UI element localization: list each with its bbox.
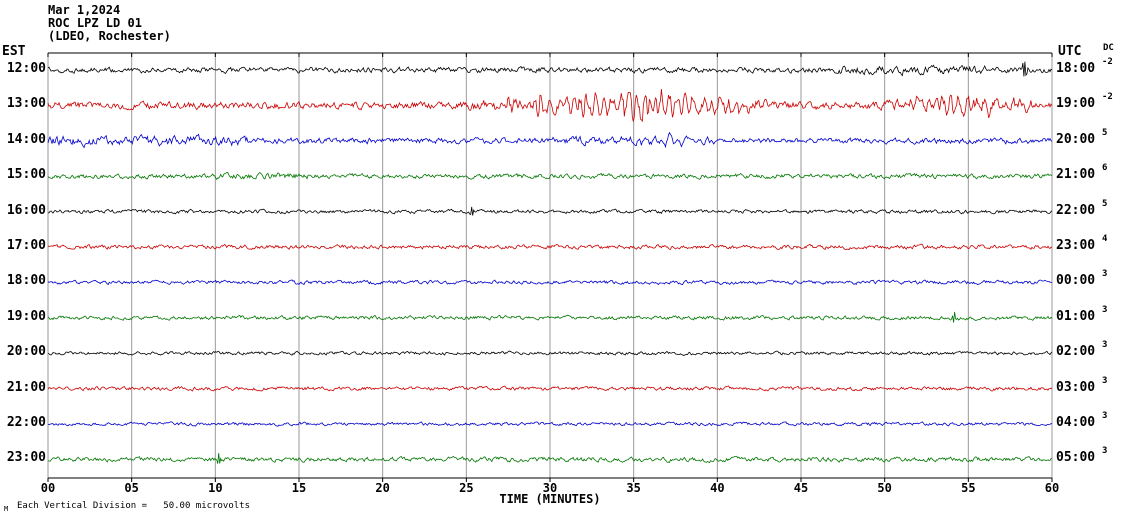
left-axis-label: EST [2, 44, 26, 59]
est-time-label: 19:00 [6, 308, 46, 324]
date-label: Mar 1,2024 [48, 3, 121, 17]
axis-frame [47, 52, 1053, 482]
seismic-trace-12:00 [47, 61, 1053, 77]
dc-value: 3 [1102, 340, 1108, 351]
scale-note: Each Vertical Division = 50.00 microvolt… [17, 501, 250, 511]
dc-value: 5 [1102, 198, 1108, 209]
dc-value: 6 [1102, 163, 1108, 174]
station-label: ROC LPZ LD 01 [48, 16, 142, 30]
utc-time-label: 20:00 [1056, 131, 1096, 147]
x-tick-label: 15 [291, 481, 307, 495]
x-tick-label: 10 [208, 481, 223, 495]
est-time-label: 16:00 [6, 202, 46, 218]
utc-time-label: 00:00 [1056, 273, 1096, 289]
x-tick-label: 05 [124, 481, 139, 495]
seismic-trace-21:00 [47, 385, 1053, 392]
utc-time-label: 23:00 [1056, 238, 1096, 253]
dc-value: 4 [1102, 234, 1108, 244]
x-tick-label: 20 [375, 481, 390, 495]
est-time-label: 21:00 [6, 379, 46, 395]
utc-time-label: 04:00 [1056, 415, 1096, 430]
est-time-label: 23:00 [6, 450, 46, 466]
utc-time-label: 19:00 [1056, 96, 1096, 112]
dc-value: 3 [1102, 411, 1108, 421]
x-tick-label: 50 [877, 481, 892, 495]
utc-time-label: 05:00 [1056, 450, 1096, 466]
utc-time-label: 21:00 [1056, 167, 1096, 183]
seismic-trace-22:00 [47, 421, 1053, 427]
dc-value: 3 [1102, 375, 1108, 386]
x-tick-label: 35 [626, 481, 641, 495]
grid-lines [47, 53, 1053, 478]
seismic-trace-14:00 [47, 131, 1053, 149]
est-time-label: 18:00 [6, 273, 46, 289]
corner-mark: M [4, 505, 9, 513]
seismic-trace-23:00 [47, 453, 1053, 464]
utc-time-label: 03:00 [1056, 379, 1096, 395]
dc-value: -2 [1102, 57, 1113, 67]
seismic-trace-17:00 [47, 243, 1053, 251]
x-tick-label: 30 [542, 481, 558, 495]
x-tick-label: 25 [459, 481, 474, 495]
est-time-label: 12:00 [6, 61, 46, 76]
dc-column-label: DC [1103, 43, 1114, 53]
dc-value: 3 [1102, 269, 1108, 280]
est-time-label: 20:00 [6, 344, 46, 360]
network-label: (LDEO, Rochester) [48, 29, 171, 43]
dc-value: 3 [1102, 446, 1108, 457]
seismic-trace-16:00 [48, 206, 1053, 216]
est-time-label: 15:00 [6, 167, 46, 183]
utc-time-label: 01:00 [1056, 308, 1096, 324]
est-time-label: 13:00 [6, 96, 46, 112]
x-tick-label: 45 [793, 481, 809, 495]
x-tick-label: 00 [40, 481, 56, 495]
est-time-label: 22:00 [6, 415, 46, 430]
seismic-trace-15:00 [47, 171, 1053, 181]
dc-value: 5 [1102, 127, 1108, 138]
utc-time-label: 18:00 [1056, 61, 1096, 76]
x-axis-title: TIME (MINUTES) [499, 492, 601, 506]
est-time-label: 14:00 [6, 131, 46, 147]
right-axis-label: UTC [1058, 44, 1082, 59]
x-tick-label: 55 [961, 481, 976, 495]
x-tick-label: 40 [710, 481, 725, 495]
seismic-trace-18:00 [47, 279, 1053, 286]
seismic-trace-20:00 [47, 350, 1053, 356]
dc-value: -2 [1102, 92, 1113, 103]
dc-value: 3 [1102, 304, 1108, 315]
seismic-trace-13:00 [47, 89, 1053, 123]
utc-time-label: 22:00 [1056, 202, 1096, 218]
utc-time-label: 02:00 [1056, 344, 1096, 360]
x-tick-label: 60 [1044, 481, 1060, 495]
seismic-traces [47, 61, 1053, 464]
est-time-label: 17:00 [6, 238, 46, 253]
seismic-trace-19:00 [47, 311, 1053, 323]
header-block: Mar 1,2024 ROC LPZ LD 01 (LDEO, Rocheste… [48, 4, 171, 43]
